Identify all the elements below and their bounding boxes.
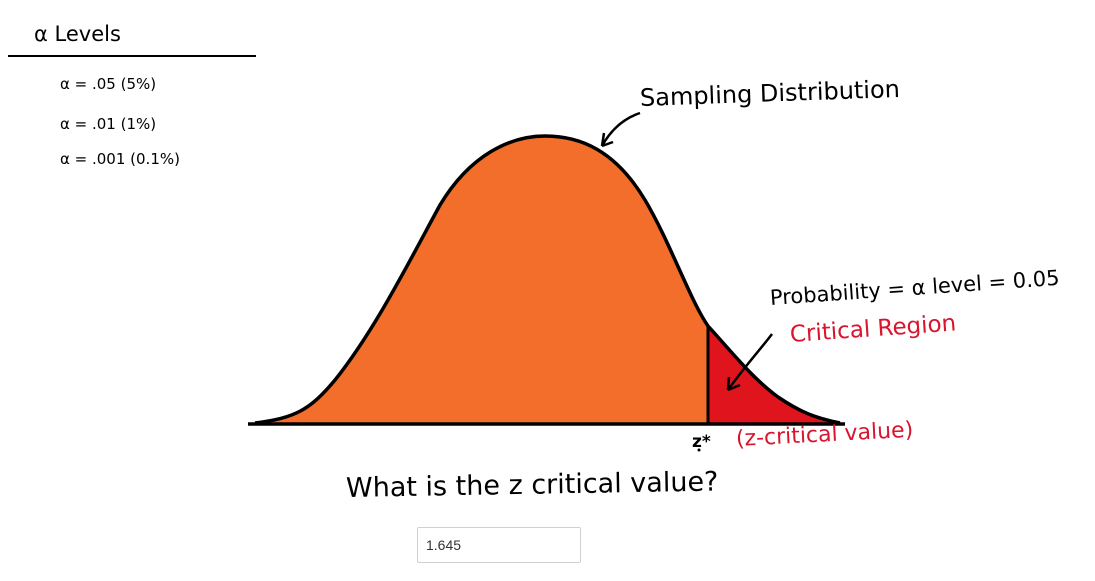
question-text: What is the z critical value? xyxy=(345,466,719,504)
distribution-body xyxy=(255,136,708,423)
z-star-label: z* xyxy=(692,432,711,452)
alpha-level-item: α = .01 (1%) xyxy=(60,115,157,133)
answer-input[interactable] xyxy=(417,527,581,563)
alpha-level-item: α = .001 (0.1%) xyxy=(60,150,180,168)
sampling-arrow-icon xyxy=(600,111,641,148)
alpha-levels-title: α Levels xyxy=(34,22,121,46)
critical-arrow-icon xyxy=(726,333,773,392)
alpha-levels-underline xyxy=(8,55,256,57)
z-star-dot xyxy=(697,448,701,452)
distribution-curve-line xyxy=(254,134,841,425)
critical-region xyxy=(708,326,840,423)
alpha-level-item: α = .05 (5%) xyxy=(60,75,157,93)
